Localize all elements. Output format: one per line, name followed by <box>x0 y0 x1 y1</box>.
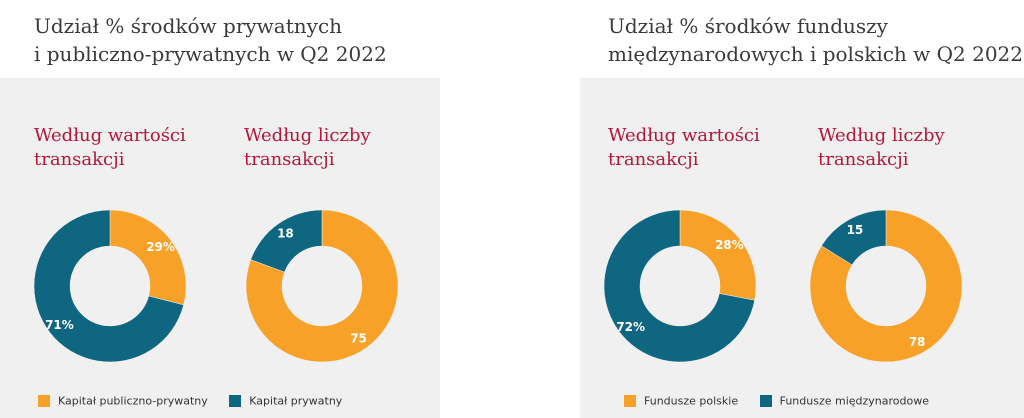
legend-label: Kapitał prywatny <box>249 394 343 408</box>
legend-label: Kapitał publiczno-prywatny <box>58 394 208 408</box>
donut-data-label: 72% <box>616 320 645 334</box>
subtitle-value: Według wartości transakcji <box>34 125 186 170</box>
donut-slice-teal <box>33 209 184 363</box>
panel-private-public: Udział % środków prywatnych i publiczno-… <box>0 0 440 418</box>
legend-swatch-teal <box>759 395 772 408</box>
subtitle-count: Według liczby transakcji <box>244 125 371 170</box>
chart-box: Według wartości transakcji Według liczby… <box>580 78 1024 418</box>
donut-slice-orange <box>245 209 399 363</box>
donut-slice-orange <box>679 209 757 301</box>
subtitle-count: Według liczby transakcji <box>818 125 945 170</box>
donut-data-label: 71% <box>45 318 74 332</box>
legend-label: Fundusze polskie <box>644 394 739 408</box>
donut-svg: 29% 71% <box>33 209 187 363</box>
donut-chart-value: 29% 71% <box>32 208 188 364</box>
panel-title: Udział % środków prywatnych i publiczno-… <box>34 12 387 68</box>
legend-swatch-teal <box>229 395 242 408</box>
donut-data-label: 29% <box>146 240 175 254</box>
donut-slice-orange <box>109 209 187 306</box>
subtitle-value: Według wartości transakcji <box>608 125 760 170</box>
donut-svg: 78 15 <box>809 209 963 363</box>
legend-item-teal: Kapitał prywatny <box>229 394 342 408</box>
donut-slice-teal <box>603 209 755 363</box>
donut-data-label: 75 <box>350 332 367 346</box>
legend-item-teal: Fundusze międzynarodowe <box>759 394 929 408</box>
chart-box: Według wartości transakcji Według liczby… <box>0 78 440 418</box>
title-line-1: Udział % środków prywatnych <box>34 14 343 38</box>
donut-data-label: 78 <box>909 335 926 349</box>
title-line-1: Udział % środków funduszy <box>608 14 888 38</box>
title-line-2: i publiczno-prywatnych w Q2 2022 <box>34 42 387 66</box>
donut-slice-orange <box>809 209 963 363</box>
donut-slice-teal <box>250 209 323 273</box>
legend-item-orange: Kapitał publiczno-prywatny <box>38 394 208 408</box>
donut-data-label: 28% <box>715 238 744 252</box>
donut-slice-teal <box>821 209 887 266</box>
legend-item-orange: Fundusze polskie <box>624 394 738 408</box>
donut-chart-count: 78 15 <box>808 208 964 364</box>
panel-title: Udział % środków funduszy międzynarodowy… <box>608 12 1023 68</box>
donut-data-label: 18 <box>277 226 294 240</box>
legend: Kapitał publiczno-prywatny Kapitał prywa… <box>38 394 360 408</box>
donut-chart-value: 28% 72% <box>602 208 758 364</box>
donut-data-label: 15 <box>847 223 864 237</box>
legend-swatch-orange <box>624 395 636 408</box>
donut-chart-count: 75 18 <box>244 208 400 364</box>
legend-label: Fundusze międzynarodowe <box>779 394 929 408</box>
donut-svg: 28% 72% <box>603 209 757 363</box>
donut-svg: 75 18 <box>245 209 399 363</box>
panel-funds: Udział % środków funduszy międzynarodowy… <box>580 0 1024 418</box>
legend-swatch-orange <box>38 395 50 408</box>
legend: Fundusze polskie Fundusze międzynarodowe <box>624 394 947 408</box>
title-line-2: międzynarodowych i polskich w Q2 2022 <box>608 42 1024 66</box>
